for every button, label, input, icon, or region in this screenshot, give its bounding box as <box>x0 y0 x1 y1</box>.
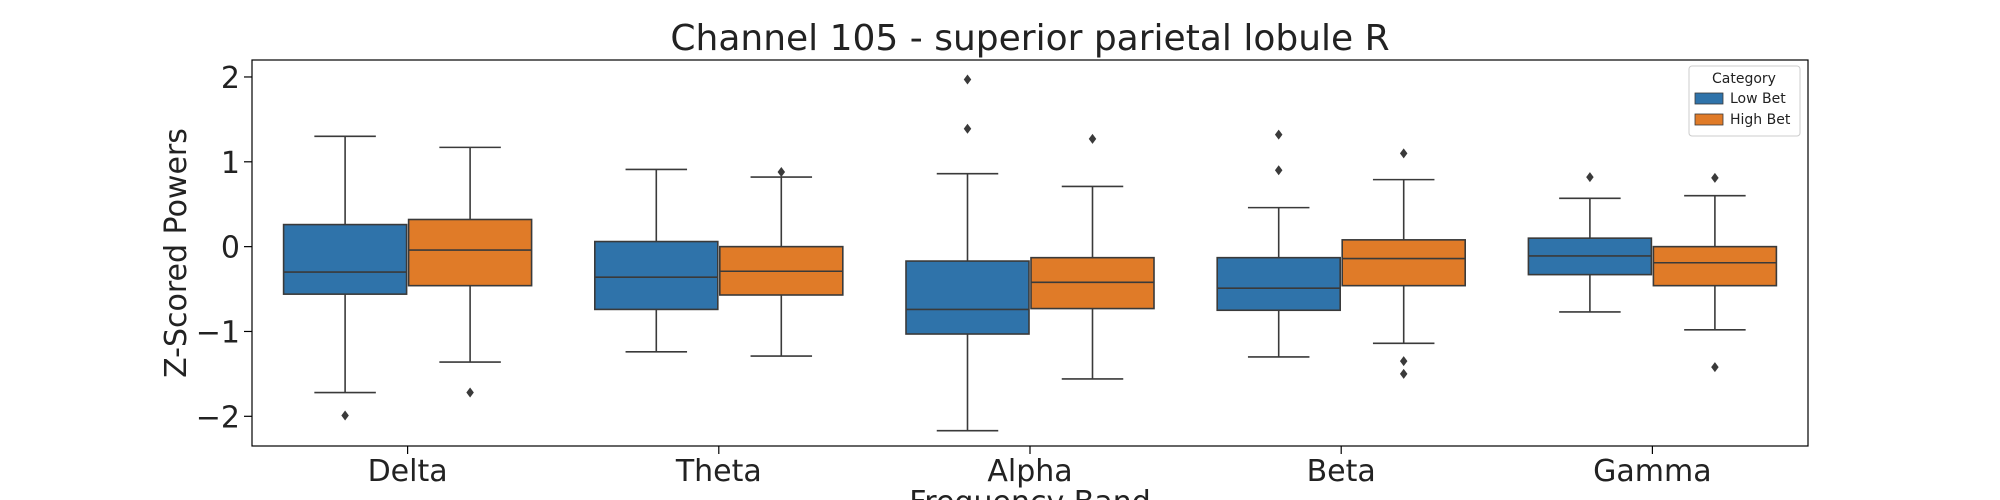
legend-title: Category <box>1712 71 1776 87</box>
plot-area: 2 1 0 −1 −2 Delta Theta Alpha Beta Gamma <box>196 61 1778 489</box>
y-tick-label: 2 <box>221 61 240 96</box>
y-tick-label: −2 <box>196 400 240 435</box>
box-high-bet-beta <box>1341 239 1466 287</box>
box-low-bet-beta <box>1216 256 1341 312</box>
box-low-bet-alpha <box>905 260 1030 335</box>
outlier-point <box>1711 172 1719 183</box>
x-tick-label: Alpha <box>987 454 1072 489</box>
y-tick-label: −1 <box>196 315 240 350</box>
box-low-bet-theta <box>593 240 719 311</box>
chart-title: Channel 105 - superior parietal lobule R <box>670 18 1389 59</box>
y-tick-label: 1 <box>221 146 240 181</box>
x-tick-label: Theta <box>675 454 762 489</box>
x-tick-label: Beta <box>1307 454 1376 489</box>
outlier-point <box>1399 148 1408 159</box>
legend: Category Low Bet High Bet <box>1688 65 1801 137</box>
outlier-point <box>963 74 972 85</box>
box-high-bet-delta <box>407 218 533 287</box>
outlier-point <box>1711 362 1719 373</box>
x-tick-label: Gamma <box>1593 454 1711 489</box>
box-high-bet-gamma <box>1652 245 1778 287</box>
x-axis-label: Frequency Band <box>909 485 1151 500</box>
legend-swatch-high-bet <box>1694 113 1724 126</box>
outlier-point <box>1274 165 1283 176</box>
outlier-point <box>963 123 972 134</box>
box-low-bet-delta <box>282 223 408 295</box>
outlier-point <box>341 410 349 421</box>
outlier-point <box>466 387 474 398</box>
x-tick-label: Delta <box>368 454 448 489</box>
outlier-point <box>1399 356 1408 367</box>
outlier-point <box>1088 133 1097 144</box>
plot-frame <box>251 59 1809 447</box>
y-axis-label: Z-Scored Powers <box>159 128 194 378</box>
outlier-point <box>1274 129 1283 140</box>
outlier-point <box>777 166 786 177</box>
y-tick-label: 0 <box>221 231 240 266</box>
outlier-point <box>1586 172 1594 183</box>
legend-label-high-bet: High Bet <box>1730 112 1791 128</box>
outlier-point <box>1399 368 1408 379</box>
legend-swatch-low-bet <box>1694 92 1724 105</box>
legend-label-low-bet: Low Bet <box>1730 91 1786 107</box>
box-high-bet-alpha <box>1030 256 1155 310</box>
